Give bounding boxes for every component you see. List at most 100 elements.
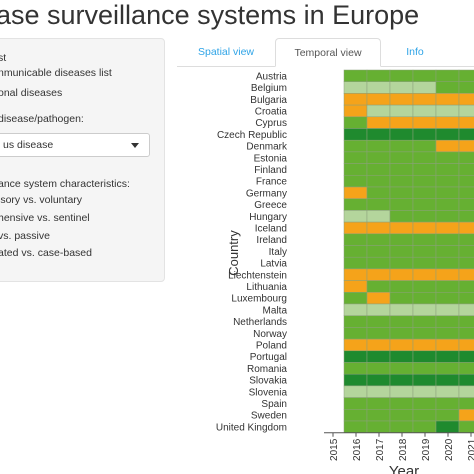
heatmap-cell [343, 292, 368, 305]
country-label: Croatia [255, 106, 288, 117]
country-label: Belgium [251, 83, 287, 94]
heatmap-cell [458, 362, 474, 375]
heatmap-cell [458, 338, 474, 352]
heatmap-cell [458, 315, 474, 328]
country-label: United Kingdom [216, 422, 287, 433]
heatmap-cell [458, 245, 474, 258]
sidebar-option-3[interactable]: onal diseases [0, 87, 63, 99]
country-label: France [256, 177, 288, 188]
heatmap-cell [458, 210, 474, 223]
heatmap-cell [343, 409, 368, 422]
heatmap-cell [412, 256, 437, 270]
heatmap-cell [458, 221, 474, 235]
heatmap-cell [458, 420, 474, 433]
heatmap-cell [389, 409, 414, 422]
characteristics-label: ance system characteristics: [0, 178, 130, 190]
heatmap-cell [343, 128, 368, 141]
heatmap-cell [435, 186, 460, 199]
heatmap-cell [366, 175, 391, 188]
tab-info[interactable]: Info [406, 46, 424, 58]
country-label: Poland [256, 340, 287, 351]
heatmap-cell [366, 104, 391, 118]
country-label: Luxembourg [231, 294, 287, 305]
heatmap-cell [389, 373, 414, 387]
heatmap-cell [412, 245, 437, 258]
country-label: Germany [246, 188, 287, 199]
heatmap-cell [389, 186, 414, 199]
heatmap-cell [366, 210, 391, 223]
heatmap-cell [435, 69, 460, 82]
heatmap-cell [412, 151, 437, 164]
heatmap-cell [389, 397, 414, 410]
year-label: 2021 [467, 438, 474, 461]
characteristic-option-3[interactable]: vs. passive [0, 230, 50, 242]
heatmap-cell [389, 151, 414, 164]
heatmap-cell [458, 175, 474, 188]
heatmap-cell [458, 409, 474, 422]
heatmap-cell [435, 385, 460, 398]
country-label: Finland [254, 165, 287, 176]
heatmap-cell [435, 163, 460, 176]
heatmap-cell [412, 268, 437, 281]
heatmap-cell [458, 93, 474, 106]
heatmap-cell [366, 139, 391, 153]
heatmap-cell [389, 163, 414, 176]
heatmap-cell [389, 221, 414, 235]
sidebar-option-1[interactable]: st [0, 52, 7, 64]
heatmap-cell [343, 268, 368, 281]
heatmap-cell [458, 385, 474, 398]
country-label: Sweden [251, 411, 287, 422]
heatmap-cell [343, 350, 368, 363]
heatmap-cell [389, 93, 414, 106]
y-axis-title: Country [226, 230, 241, 276]
sidebar-option-2[interactable]: nmunicable diseases list [0, 67, 112, 79]
disease-select[interactable]: us disease [0, 133, 150, 157]
heatmap-cell [366, 338, 391, 352]
view-tabs: Spatial view Temporal view Info [177, 38, 474, 67]
heatmap-cell [366, 327, 391, 340]
heatmap-cell [366, 409, 391, 422]
year-label: 2017 [375, 438, 386, 461]
heatmap-cell [412, 175, 437, 188]
heatmap-cell [412, 373, 437, 387]
heatmap-cell [343, 151, 368, 164]
characteristic-option-4[interactable]: ated vs. case-based [0, 247, 92, 259]
heatmap-cell [366, 256, 391, 270]
heatmap-cell [412, 186, 437, 199]
heatmap-cell [343, 104, 368, 118]
heatmap-cell [435, 397, 460, 410]
heatmap-cell [389, 338, 414, 352]
heatmap-cell [412, 69, 437, 82]
country-label: Slovenia [249, 387, 288, 398]
heatmap-cell [366, 292, 391, 305]
heatmap-cell [366, 81, 391, 94]
heatmap-cell [366, 373, 391, 387]
tab-temporal-view[interactable]: Temporal view [275, 38, 381, 67]
year-label: 2015 [329, 438, 340, 461]
heatmap-cell [412, 385, 437, 398]
country-label: Estonia [254, 153, 288, 164]
heatmap-cell [343, 245, 368, 258]
heatmap-cell [366, 303, 391, 316]
heatmap-cell [458, 327, 474, 340]
heatmap-cell [412, 128, 437, 141]
heatmap-cell [389, 350, 414, 363]
heatmap-cell [343, 221, 368, 235]
characteristic-option-2[interactable]: hensive vs. sentinel [0, 212, 90, 224]
heatmap-cell [366, 315, 391, 328]
heatmap-cell [412, 303, 437, 316]
heatmap-cell [343, 327, 368, 340]
country-label: Ireland [256, 235, 287, 246]
tab-spatial-view[interactable]: Spatial view [197, 46, 255, 58]
year-label: 2016 [352, 438, 363, 461]
heatmap-cell [435, 362, 460, 375]
heatmap-cell [343, 81, 368, 94]
heatmap-cell [435, 210, 460, 223]
sidebar-panel [0, 38, 165, 282]
country-label: Iceland [255, 223, 287, 234]
heatmap-cell [343, 397, 368, 410]
heatmap-cell [366, 128, 391, 141]
heatmap-cell [389, 245, 414, 258]
characteristic-option-1[interactable]: lsory vs. voluntary [0, 194, 83, 206]
